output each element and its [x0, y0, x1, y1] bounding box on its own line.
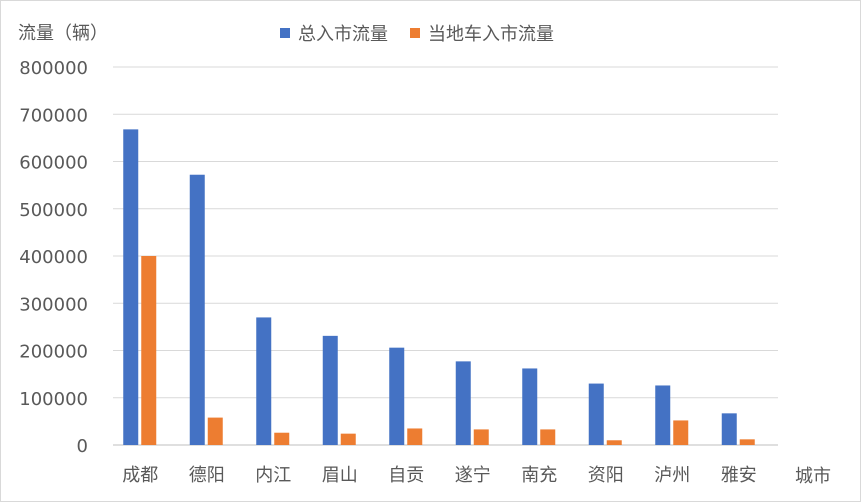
legend-label-local: 当地车入市流量 — [428, 24, 554, 45]
y-tick-label: 800000 — [19, 58, 88, 79]
bar-local — [673, 420, 689, 445]
bar-total — [455, 361, 471, 445]
y-tick-label: 500000 — [19, 200, 88, 221]
legend-label-total: 总入市流量 — [298, 24, 388, 45]
x-tick-label: 自贡 — [388, 465, 424, 486]
x-tick-label: 雅安 — [721, 465, 757, 486]
bar-local — [407, 428, 423, 445]
bar-local — [473, 429, 489, 445]
x-tick-label: 遂宁 — [455, 465, 491, 486]
bar-local — [274, 432, 290, 445]
legend-swatch-total — [280, 28, 290, 38]
bar-total — [123, 129, 139, 445]
x-tick-label: 南充 — [521, 465, 557, 486]
bar-local — [739, 439, 755, 445]
y-tick-label: 300000 — [19, 294, 88, 315]
bar-total — [389, 347, 405, 445]
legend-item-local: 当地车入市流量 — [410, 20, 554, 46]
bar-local — [207, 417, 223, 445]
bar-total — [522, 368, 538, 445]
bar-total — [322, 335, 338, 445]
y-tick-label: 100000 — [19, 389, 88, 410]
bar-total — [721, 413, 737, 445]
x-tick-label: 内江 — [255, 465, 291, 486]
bar-total — [189, 174, 205, 446]
x-tick-label: 德阳 — [189, 465, 225, 486]
y-tick-label: 600000 — [19, 153, 88, 174]
legend: 总入市流量 当地车入市流量 — [280, 20, 576, 46]
bar-local — [340, 433, 356, 445]
y-axis-title: 流量（辆） — [18, 23, 108, 44]
y-tick-label: 0 — [77, 436, 88, 457]
y-tick-label: 400000 — [19, 247, 88, 268]
bar-total — [256, 317, 272, 445]
legend-item-total: 总入市流量 — [280, 20, 388, 46]
x-axis-title: 城市 — [795, 466, 831, 487]
legend-swatch-local — [410, 28, 420, 38]
x-tick-label: 资阳 — [588, 465, 624, 486]
bar-local — [540, 429, 556, 445]
y-tick-label: 200000 — [19, 342, 88, 363]
bar-total — [588, 383, 604, 445]
x-tick-label: 眉山 — [322, 465, 358, 486]
bar-local — [141, 256, 157, 445]
x-tick-label: 成都 — [122, 465, 158, 486]
bar-total — [655, 385, 671, 445]
y-tick-label: 700000 — [19, 105, 88, 126]
x-tick-label: 泸州 — [654, 465, 690, 486]
bar-local — [606, 440, 622, 445]
